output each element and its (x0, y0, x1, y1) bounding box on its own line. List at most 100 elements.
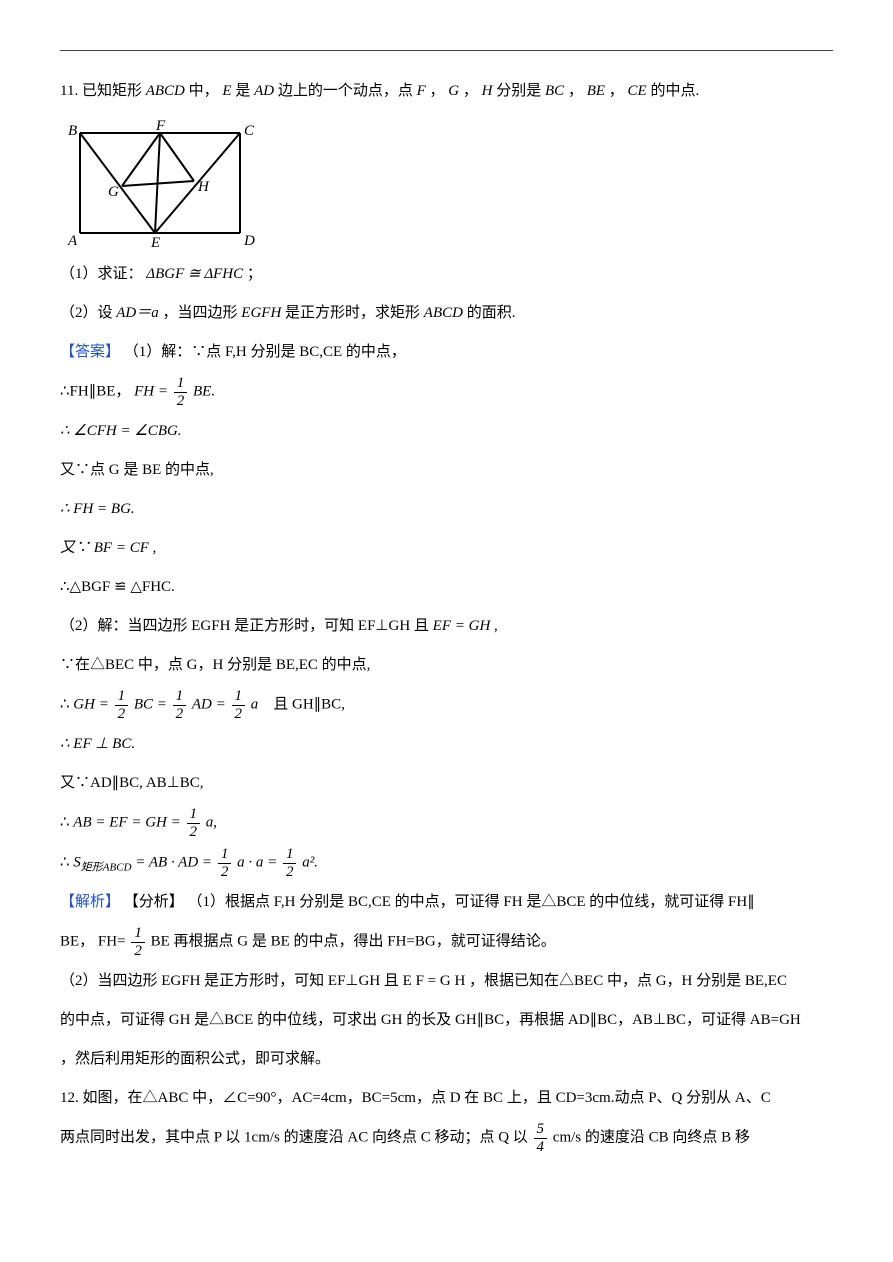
answer-line12: 又∵AD∥BC, AB⊥BC, (60, 767, 833, 800)
svg-text:B: B (68, 123, 77, 139)
math-F: F (417, 83, 426, 99)
math: BE. (193, 383, 215, 399)
math: = (157, 696, 167, 712)
text: 边上的一个动点，点 (278, 83, 413, 99)
denominator: 2 (174, 393, 188, 410)
text: 如图，在△ABC 中，∠C=90°，AC=4cm，BC=5cm，点 D 在 BC… (83, 1090, 771, 1106)
math: EF = GH (433, 618, 491, 634)
math: GH (145, 814, 167, 830)
analysis-line1: 【解析】 【分析】 （1）根据点 F,H 分别是 BC,CE 的中点，可证得 F… (60, 886, 833, 919)
denominator: 2 (131, 943, 145, 960)
analysis-line5: ，然后利用矩形的面积公式，即可求解。 (60, 1043, 833, 1076)
math: EF (109, 814, 127, 830)
math-abcd: ABCD (146, 83, 185, 99)
numerator: 1 (283, 846, 297, 864)
top-rule (60, 50, 833, 51)
fraction: 12 (115, 688, 129, 722)
text: 已知矩形 (82, 83, 142, 99)
math: = (95, 814, 105, 830)
fraction: 12 (131, 925, 145, 959)
text: ，当四边形 (163, 305, 238, 321)
math: FH (134, 383, 154, 399)
analysis-line3: （2）当四边形 EGFH 是正方形时，可知 EF⊥GH 且 E F = G H … (60, 965, 833, 998)
text: ∴ (60, 854, 73, 870)
text: （2）设 (60, 305, 113, 321)
fraction: 12 (218, 846, 232, 880)
svg-text:F: F (155, 118, 166, 134)
q11-num: 11. (60, 83, 78, 99)
q12-line1: 12. 如图，在△ABC 中，∠C=90°，AC=4cm，BC=5cm，点 D … (60, 1082, 833, 1115)
text: BE， FH= (60, 933, 126, 949)
analysis-line4: 的中点，可证得 GH 是△BCE 的中位线，可求出 GH 的长及 GH∥BC，再… (60, 1004, 833, 1037)
math: = (131, 814, 141, 830)
math: = (158, 383, 168, 399)
denominator: 2 (187, 824, 201, 841)
q12-num: 12. (60, 1090, 79, 1106)
numerator: 5 (534, 1121, 548, 1139)
math-H: H (482, 83, 493, 99)
math: AD (192, 696, 212, 712)
q11-stem: 11. 已知矩形 ABCD 中， E 是 AD 边上的一个动点，点 F ， G … (60, 75, 833, 108)
q11-part2: （2）设 AD＝a ，当四边形 EGFH 是正方形时，求矩形 ABCD 的面积. (60, 297, 833, 330)
text: ∴FH∥BE， (60, 383, 130, 399)
numerator: 1 (232, 688, 246, 706)
q12-line2: 两点同时出发，其中点 P 以 1cm/s 的速度沿 AC 向终点 C 移动；点 … (60, 1121, 833, 1155)
text: , (494, 618, 498, 634)
answer-line5: ∴ FH = BG. (60, 493, 833, 526)
answer-tag: 【答案】 (60, 344, 120, 360)
text: ， (568, 83, 583, 99)
svg-text:D: D (243, 233, 255, 248)
math: S (73, 854, 81, 870)
fraction: 12 (232, 688, 246, 722)
q11-figure: BFCAEDGH (60, 118, 833, 248)
math: a (251, 696, 259, 712)
math-E: E (222, 83, 231, 99)
geometry-svg: BFCAEDGH (60, 118, 260, 248)
math: a, (206, 814, 217, 830)
denominator: 2 (115, 706, 129, 723)
math: GH (73, 696, 95, 712)
svg-text:E: E (150, 235, 160, 248)
text: ， (609, 83, 624, 99)
analysis-tag: 【解析】 (60, 894, 120, 910)
math: ABCD (424, 305, 463, 321)
fraction: 12 (283, 846, 297, 880)
math: = (216, 696, 226, 712)
text: ， (430, 83, 445, 99)
denominator: 2 (232, 706, 246, 723)
math: ≅ (188, 266, 201, 282)
text: 分别是 (496, 83, 541, 99)
numerator: 1 (173, 688, 187, 706)
math: a · a = (237, 854, 277, 870)
math: AD＝a (116, 305, 159, 321)
answer-line4: 又∵点 G 是 BE 的中点, (60, 454, 833, 487)
numerator: 1 (174, 375, 188, 393)
math: = (99, 696, 109, 712)
svg-text:G: G (108, 184, 119, 200)
text: 中， (189, 83, 219, 99)
text: ； (247, 266, 262, 282)
math-G: G (448, 83, 459, 99)
text: ∴ (60, 814, 73, 830)
text: 的中点. (650, 83, 699, 99)
text: （1）解：∵点 F,H 分别是 BC,CE 的中点， (124, 344, 406, 360)
numerator: 1 (131, 925, 145, 943)
svg-text:C: C (244, 123, 255, 139)
text: 的面积. (467, 305, 516, 321)
numerator: 1 (187, 806, 201, 824)
answer-line10: ∴ GH = 12 BC = 12 AD = 12 a 且 GH∥BC, (60, 688, 833, 722)
answer-line1: 【答案】 （1）解：∵点 F,H 分别是 BC,CE 的中点， (60, 336, 833, 369)
text: BE 再根据点 G 是 BE 的中点，得出 FH=BG，就可证得结论。 (151, 933, 556, 949)
math-AD: AD (254, 83, 274, 99)
fraction: 12 (173, 688, 187, 722)
answer-line11: ∴ EF ⊥ BC. (60, 728, 833, 761)
denominator: 2 (173, 706, 187, 723)
math: = AB · AD = (135, 854, 212, 870)
math: ΔFHC (204, 266, 243, 282)
text: （1）求证： (60, 266, 143, 282)
fraction: 12 (187, 806, 201, 840)
text: 两点同时出发，其中点 P 以 1cm/s 的速度沿 AC 向终点 C 移动；点 … (60, 1129, 532, 1145)
math: BC (134, 696, 153, 712)
math: a². (302, 854, 318, 870)
text: 是 (235, 83, 250, 99)
